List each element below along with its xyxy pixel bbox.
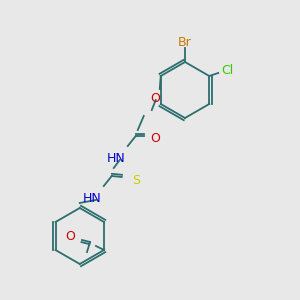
Text: Cl: Cl: [221, 64, 233, 77]
Text: S: S: [132, 175, 140, 188]
Text: Br: Br: [178, 37, 192, 50]
Text: HN: HN: [82, 191, 101, 205]
Text: HN: HN: [106, 152, 125, 164]
Text: O: O: [150, 133, 160, 146]
Text: O: O: [65, 230, 75, 242]
Text: O: O: [150, 92, 160, 104]
